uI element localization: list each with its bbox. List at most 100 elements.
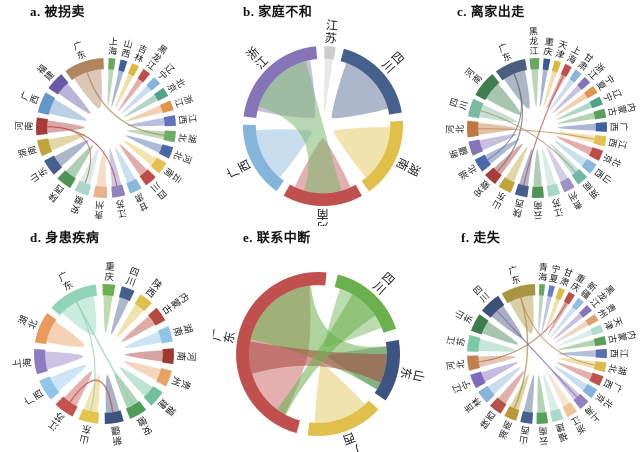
self-chord-petal [125, 105, 163, 122]
sector-arc [485, 167, 502, 185]
sector-arc [501, 284, 536, 304]
svg-text:江: 江 [173, 97, 185, 109]
sector-arc [163, 130, 176, 143]
self-chord-petal [123, 94, 158, 118]
svg-text:重: 重 [105, 261, 116, 274]
sector-arc [589, 372, 604, 386]
sector-arc [139, 169, 156, 186]
svg-text:西: 西 [28, 93, 41, 105]
self-chord-petal [481, 362, 518, 382]
svg-text:天: 天 [557, 39, 569, 51]
svg-text:广: 广 [497, 41, 510, 55]
self-chord-petal [123, 361, 161, 381]
self-chord-petal [504, 70, 530, 109]
province-label: 广西 [341, 430, 362, 452]
panel-family-discord: 江苏四川湖南河南广西浙江 b. 家庭不和 [213, 0, 427, 226]
sector-arc [467, 98, 484, 119]
self-chord-petal [64, 371, 93, 406]
self-chord-petal [552, 85, 582, 114]
sector-arc [475, 74, 500, 101]
province-label: 广东 [213, 328, 238, 345]
province-label: 新疆 [447, 145, 470, 160]
sector-arc [542, 58, 551, 71]
svg-text:山: 山 [490, 198, 503, 211]
self-chord-petal [481, 321, 519, 345]
sector-arc [590, 324, 604, 336]
province-label: 陕西 [478, 409, 498, 431]
sector-arc [573, 393, 589, 409]
svg-text:云: 云 [539, 435, 549, 446]
svg-text:西: 西 [609, 349, 619, 358]
sector-arc [514, 183, 529, 198]
sector-arc [146, 77, 161, 91]
svg-text:东: 东 [398, 366, 414, 381]
svg-text:北: 北 [610, 156, 623, 168]
svg-text:湖: 湖 [17, 147, 29, 159]
province-label: 江苏 [46, 409, 66, 432]
self-chord-petal [486, 83, 521, 115]
province-label: 湖北 [607, 363, 628, 376]
self-chord-petal [556, 102, 593, 120]
province-label: 浙江 [173, 94, 196, 109]
svg-text:京: 京 [601, 153, 615, 166]
sector-arc [555, 287, 566, 301]
sector-arc [156, 368, 172, 387]
sector-arc [536, 412, 549, 425]
svg-text:西: 西 [120, 48, 131, 60]
svg-text:西: 西 [609, 122, 619, 131]
sector-arc [157, 326, 173, 344]
province-label: 广西 [224, 157, 253, 180]
svg-text:内: 内 [626, 329, 639, 340]
svg-text:江: 江 [187, 114, 198, 124]
province-label: 辽宁 [451, 378, 473, 394]
panel-ran-away: 黑龙江重庆天津上海甘肃浙江宁夏辽宁内蒙古广西江西北京山西湖南贵州江苏云南陕西山东… [427, 0, 640, 226]
self-chord-petal [558, 350, 596, 357]
svg-text:贵: 贵 [94, 209, 104, 221]
svg-text:江: 江 [325, 18, 338, 33]
self-chord-petal [523, 374, 535, 413]
province-label: 山东 [79, 422, 93, 445]
svg-text:吉: 吉 [137, 43, 149, 56]
self-chord-petal [58, 83, 91, 114]
self-chord-petal [255, 129, 313, 178]
svg-text:云: 云 [533, 210, 542, 220]
self-chord-petal [533, 148, 543, 187]
sector-arc [489, 397, 507, 414]
svg-text:广: 广 [507, 264, 519, 277]
svg-text:北: 北 [455, 359, 466, 369]
panel-trafficked: 上海山西吉林黑龙江辽宁北京浙江江西湖北河北云南四川甘肃江苏贵州安徽陕西山东湖南河… [0, 0, 213, 226]
svg-text:广: 广 [611, 382, 625, 395]
sector-arc [37, 92, 56, 115]
province-label: 内蒙古 [607, 329, 639, 344]
svg-text:徽: 徽 [72, 194, 84, 207]
svg-text:黑: 黑 [529, 26, 538, 36]
sector-arc [589, 96, 603, 109]
svg-text:湖: 湖 [616, 365, 628, 376]
self-chord-petal [121, 85, 152, 114]
province-label: 山东 [398, 366, 427, 383]
svg-text:蒙: 蒙 [616, 331, 629, 342]
province-label: 河南 [175, 351, 198, 362]
sector-arc [111, 184, 126, 198]
chord-link [520, 297, 595, 366]
province-label: 湖北 [177, 132, 198, 143]
svg-text:青: 青 [539, 261, 549, 273]
svg-text:海: 海 [108, 45, 118, 57]
self-chord-petal [478, 339, 517, 352]
svg-text:西: 西 [520, 424, 530, 435]
svg-text:南: 南 [317, 207, 329, 222]
self-chord-petal [47, 120, 86, 133]
panel-missing: 广东青海宁夏甘肃重庆新疆黑龙江贵州天津内蒙古江西湖北广西北京上海浙江福建云南山西… [427, 226, 640, 452]
self-chord-petal [111, 297, 129, 335]
sector-arc [551, 60, 562, 73]
svg-text:广: 广 [213, 328, 225, 342]
self-chord-petal [550, 306, 577, 338]
chord-link [487, 73, 522, 161]
svg-text:广: 广 [72, 39, 84, 52]
self-chord-petal [554, 320, 589, 343]
self-chord-petal [485, 139, 520, 164]
province-label: 江西 [607, 137, 628, 150]
chord-link [86, 72, 165, 136]
sector-arc [470, 371, 486, 389]
sector-arc [584, 86, 598, 99]
